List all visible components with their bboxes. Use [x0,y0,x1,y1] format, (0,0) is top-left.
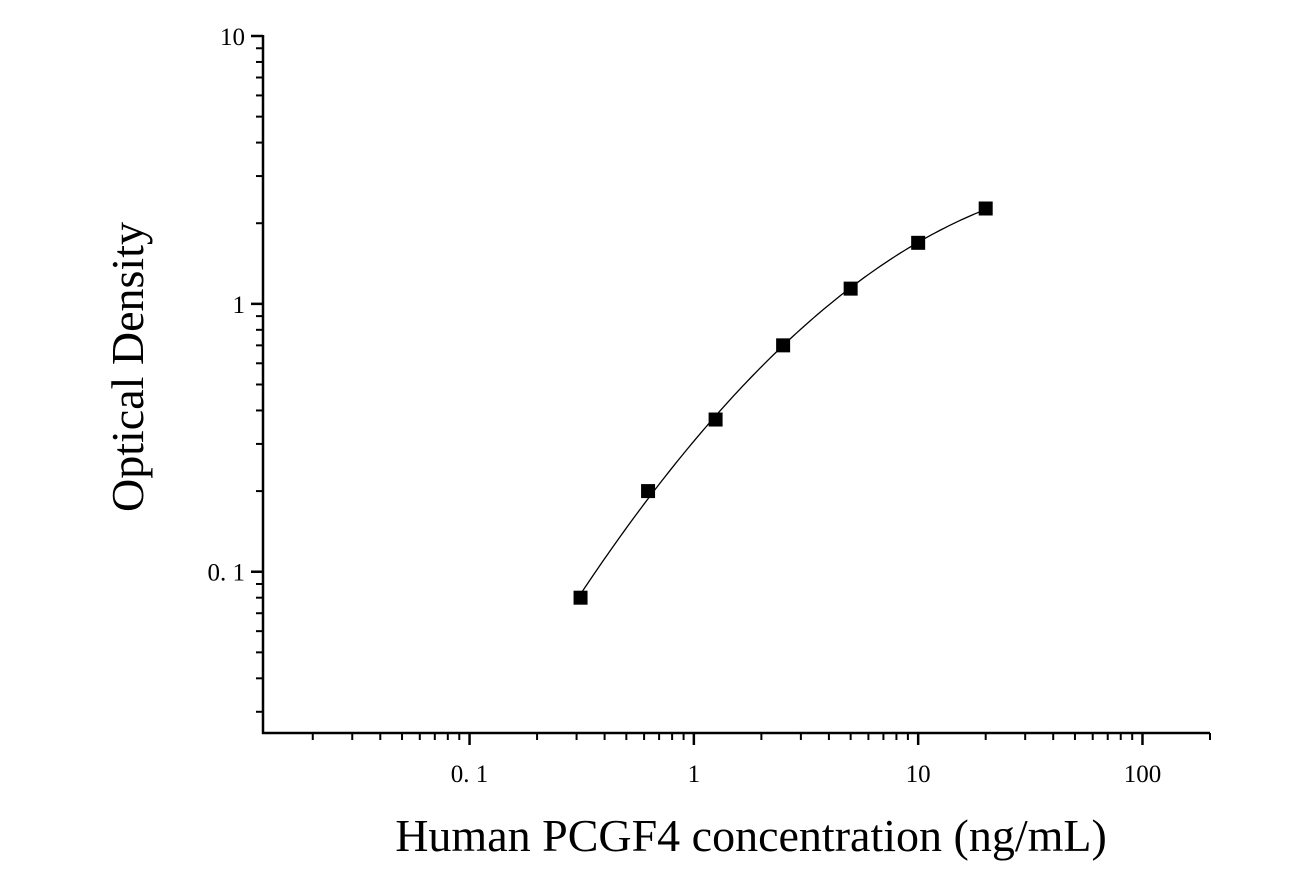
axes [261,35,1210,735]
y-tick-label: 1 [233,292,246,319]
y-tick-label: 10 [220,24,245,51]
fit-curve [580,208,986,595]
x-tick-label: 0. 1 [451,761,489,788]
x-tick-label: 1 [688,761,701,788]
x-axis-title: Human PCGF4 concentration (ng/mL) [395,810,1107,861]
data-point [776,338,791,353]
data-point [641,484,656,499]
x-tick-label: 100 [1124,761,1162,788]
data-point [978,201,993,216]
tick-labels: 0. 1 1 10 100 0. 1 1 10 [208,24,1162,788]
data-point [911,235,926,250]
data-point [843,281,858,296]
data-point [708,412,723,427]
y-tick-label: 0. 1 [208,560,246,587]
axis-ticks [251,34,1211,745]
data-points [573,201,993,605]
x-tick-label: 10 [906,761,931,788]
data-point [573,590,588,605]
y-axis-title: Optical Density [102,222,153,512]
